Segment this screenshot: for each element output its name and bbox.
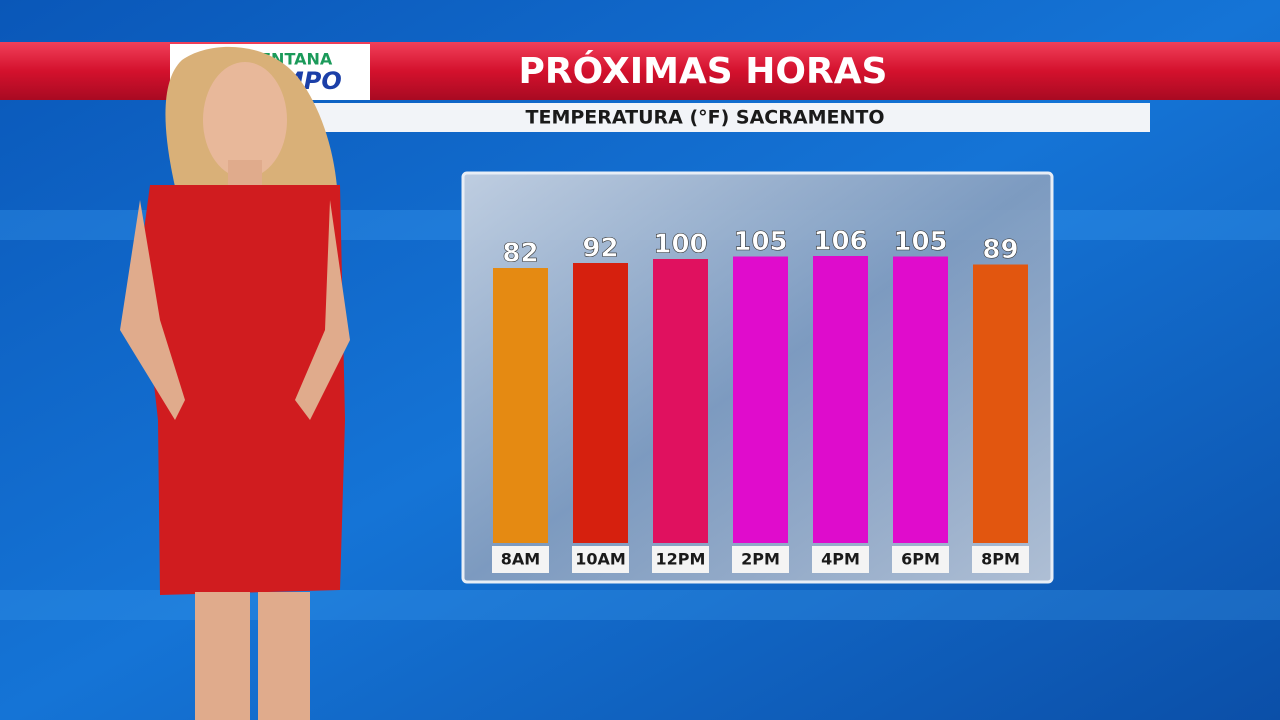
value-label: 92 — [582, 234, 618, 264]
x-tick-label: 2PM — [741, 550, 780, 569]
value-label: 82 — [502, 239, 538, 269]
value-label: 105 — [893, 227, 947, 257]
x-tick-label: 8AM — [501, 550, 540, 569]
bar — [653, 259, 708, 543]
x-tick-label: 8PM — [981, 550, 1020, 569]
bar — [813, 256, 868, 543]
category-box — [652, 546, 709, 573]
subtitle-strip — [280, 103, 1150, 132]
presenter — [120, 46, 350, 720]
light-streak — [0, 590, 1280, 620]
bar — [733, 256, 788, 543]
category-box — [812, 546, 869, 573]
bar — [893, 256, 948, 543]
category-box — [572, 546, 629, 573]
category-box — [892, 546, 949, 573]
category-box — [732, 546, 789, 573]
x-tick-label: 10AM — [575, 550, 626, 569]
category-box — [972, 546, 1029, 573]
chart-title: PRÓXIMAS HORAS — [519, 50, 888, 92]
value-label: 105 — [733, 227, 787, 257]
x-tick-label: 4PM — [821, 550, 860, 569]
bar — [493, 268, 548, 543]
value-label: 106 — [813, 227, 867, 257]
category-box — [492, 546, 549, 573]
bar-group: 82 8AM 92 10AM 100 12PM 105 2PM 106 4PM 105 6PM 89 8P… — [492, 226, 1029, 573]
bar — [973, 264, 1028, 543]
value-label: 89 — [982, 235, 1018, 265]
value-label: 100 — [653, 230, 707, 260]
chart-subtitle: TEMPERATURA (°F) SACRAMENTO — [526, 107, 885, 129]
x-tick-label: 12PM — [656, 550, 706, 569]
x-tick-label: 6PM — [901, 550, 940, 569]
bar — [573, 263, 628, 543]
